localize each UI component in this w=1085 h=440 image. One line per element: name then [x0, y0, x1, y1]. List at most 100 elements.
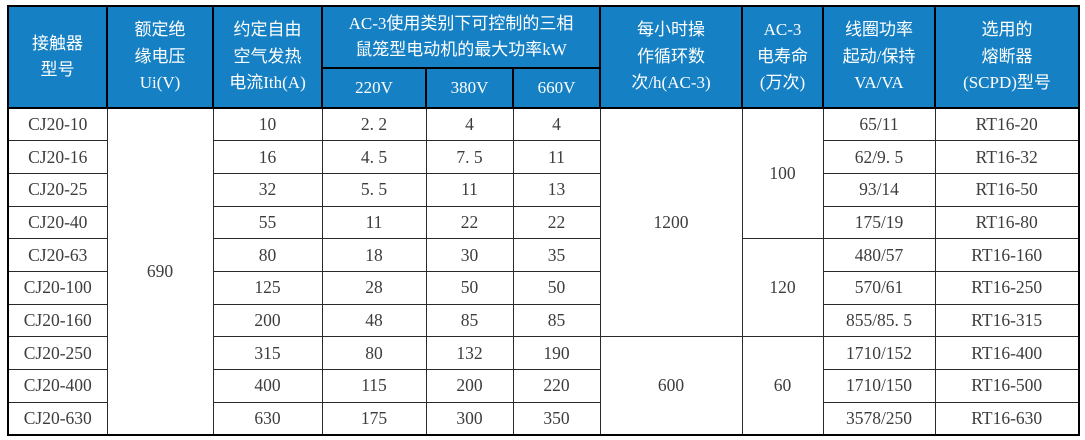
fuse-cell: RT16-50 [934, 172, 1080, 207]
model-cell: CJ20-160 [7, 303, 108, 338]
kw-660v-cell: 190 [512, 336, 601, 370]
contactor-spec-table-container: 接触器 型号 额定绝 缘电压 Ui(V) 约定自由 空气发热 电流Ith(A) … [7, 5, 1080, 436]
kw-380v-cell: 85 [425, 303, 514, 338]
kw-660v-cell: 35 [512, 238, 601, 272]
fuse-cell: RT16-32 [934, 140, 1080, 174]
coil-power-cell: 62/9. 5 [822, 140, 936, 174]
thermal-current-cell: 200 [212, 303, 323, 338]
coil-power-cell: 570/61 [822, 270, 936, 305]
contactor-spec-table: 接触器 型号 额定绝 缘电压 Ui(V) 约定自由 空气发热 电流Ith(A) … [7, 5, 1080, 436]
kw-660v-cell: 85 [512, 303, 601, 338]
coil-power-cell: 3578/250 [822, 401, 936, 436]
fuse-cell: RT16-80 [934, 205, 1080, 240]
kw-220v-cell: 11 [321, 205, 427, 240]
col-header-660v: 660V [512, 67, 601, 109]
table-body: CJ20-10 690 10 2. 2 4 4 1200 100 65/11 R… [7, 107, 1080, 436]
kw-380v-cell: 30 [425, 238, 514, 272]
fuse-cell: RT16-400 [934, 336, 1080, 370]
thermal-current-cell: 10 [212, 107, 323, 142]
model-cell: CJ20-100 [7, 270, 108, 305]
thermal-current-cell: 400 [212, 369, 323, 403]
kw-660v-cell: 220 [512, 369, 601, 403]
life-merged-cell: 60 [741, 336, 824, 436]
coil-power-cell: 1710/152 [822, 336, 936, 370]
model-cell: CJ20-63 [7, 238, 108, 272]
table-row: CJ20-16 16 4. 5 7. 5 11 62/9. 5 RT16-32 [7, 140, 1080, 174]
kw-220v-cell: 2. 2 [321, 107, 427, 142]
coil-power-cell: 480/57 [822, 238, 936, 272]
table-row: CJ20-63 80 18 30 35 120 480/57 RT16-160 [7, 238, 1080, 338]
table-row: CJ20-25 32 5. 5 11 13 93/14 RT16-50 [7, 172, 1080, 207]
model-cell: CJ20-400 [7, 369, 108, 403]
col-header-cycles-per-hour: 每小时操 作循环数 次/h(AC-3) [599, 5, 743, 109]
fuse-cell: RT16-20 [934, 107, 1080, 142]
kw-220v-cell: 4. 5 [321, 140, 427, 174]
model-cell: CJ20-630 [7, 401, 108, 436]
thermal-current-cell: 315 [212, 336, 323, 370]
fuse-cell: RT16-160 [934, 238, 1080, 272]
table-row: CJ20-400 400 115 200 220 1710/150 RT16-5… [7, 369, 1080, 403]
thermal-current-cell: 630 [212, 401, 323, 436]
kw-220v-cell: 18 [321, 238, 427, 272]
model-cell: CJ20-250 [7, 336, 108, 370]
model-cell: CJ20-16 [7, 140, 108, 174]
kw-380v-cell: 200 [425, 369, 514, 403]
coil-power-cell: 93/14 [822, 172, 936, 207]
col-header-model: 接触器 型号 [7, 5, 108, 109]
table-row: CJ20-250 315 80 132 190 600 60 1710/152 … [7, 336, 1080, 436]
model-cell: CJ20-40 [7, 205, 108, 240]
thermal-current-cell: 16 [212, 140, 323, 174]
col-header-ac3-power-group: AC-3使用类别下可控制的三相 鼠笼型电动机的最大功率kW [321, 5, 601, 69]
thermal-current-cell: 80 [212, 238, 323, 272]
kw-380v-cell: 11 [425, 172, 514, 207]
table-header: 接触器 型号 额定绝 缘电压 Ui(V) 约定自由 空气发热 电流Ith(A) … [7, 5, 1080, 109]
thermal-current-cell: 125 [212, 270, 323, 305]
kw-660v-cell: 50 [512, 270, 601, 305]
col-header-thermal-current: 约定自由 空气发热 电流Ith(A) [212, 5, 323, 109]
table-row: CJ20-40 55 11 22 22 175/19 RT16-80 [7, 205, 1080, 240]
table-row: CJ20-10 690 10 2. 2 4 4 1200 100 65/11 R… [7, 107, 1080, 436]
kw-220v-cell: 175 [321, 401, 427, 436]
kw-220v-cell: 115 [321, 369, 427, 403]
kw-380v-cell: 22 [425, 205, 514, 240]
kw-660v-cell: 22 [512, 205, 601, 240]
col-header-fuse-type: 选用的 熔断器 (SCPD)型号 [934, 5, 1080, 109]
coil-power-cell: 175/19 [822, 205, 936, 240]
life-merged-cell: 120 [741, 238, 824, 338]
table-row: CJ20-630 630 175 300 350 3578/250 RT16-6… [7, 401, 1080, 436]
col-header-insulation-voltage: 额定绝 缘电压 Ui(V) [106, 5, 214, 109]
cycles-merged-cell: 600 [599, 336, 743, 436]
kw-380v-cell: 50 [425, 270, 514, 305]
kw-220v-cell: 80 [321, 336, 427, 370]
insulation-voltage-merged-cell: 690 [106, 107, 214, 436]
kw-380v-cell: 7. 5 [425, 140, 514, 174]
table-row: CJ20-160 200 48 85 85 855/85. 5 RT16-315 [7, 303, 1080, 338]
fuse-cell: RT16-630 [934, 401, 1080, 436]
col-header-380v: 380V [425, 67, 514, 109]
kw-380v-cell: 4 [425, 107, 514, 142]
col-header-coil-power: 线圈功率 起动/保持 VA/VA [822, 5, 936, 109]
kw-660v-cell: 11 [512, 140, 601, 174]
fuse-cell: RT16-250 [934, 270, 1080, 305]
kw-220v-cell: 28 [321, 270, 427, 305]
fuse-cell: RT16-315 [934, 303, 1080, 338]
kw-660v-cell: 4 [512, 107, 601, 142]
kw-660v-cell: 13 [512, 172, 601, 207]
col-header-electrical-life: AC-3 电寿命 (万次) [741, 5, 824, 109]
kw-660v-cell: 350 [512, 401, 601, 436]
model-cell: CJ20-10 [7, 107, 108, 142]
life-merged-cell: 100 [741, 107, 824, 240]
thermal-current-cell: 55 [212, 205, 323, 240]
coil-power-cell: 1710/150 [822, 369, 936, 403]
col-header-220v: 220V [321, 67, 427, 109]
thermal-current-cell: 32 [212, 172, 323, 207]
kw-380v-cell: 300 [425, 401, 514, 436]
coil-power-cell: 65/11 [822, 107, 936, 142]
kw-220v-cell: 5. 5 [321, 172, 427, 207]
cycles-merged-cell: 1200 [599, 107, 743, 338]
fuse-cell: RT16-500 [934, 369, 1080, 403]
table-row: CJ20-100 125 28 50 50 570/61 RT16-250 [7, 270, 1080, 305]
kw-220v-cell: 48 [321, 303, 427, 338]
kw-380v-cell: 132 [425, 336, 514, 370]
coil-power-cell: 855/85. 5 [822, 303, 936, 338]
